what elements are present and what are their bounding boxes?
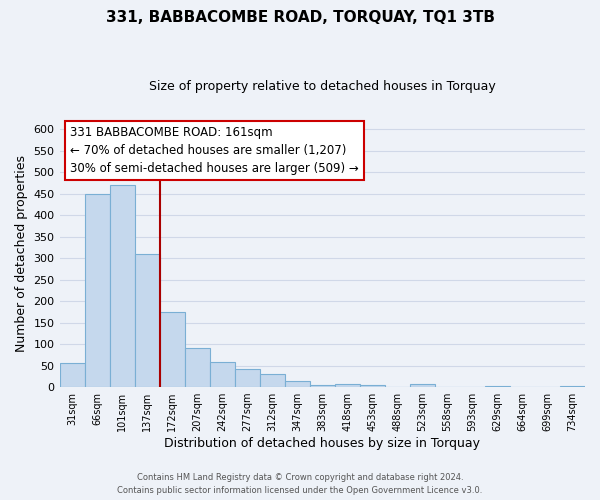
Text: 331, BABBACOMBE ROAD, TORQUAY, TQ1 3TB: 331, BABBACOMBE ROAD, TORQUAY, TQ1 3TB [106,10,494,25]
Bar [335,384,360,387]
Bar [310,384,335,387]
Bar [235,369,260,387]
Bar [260,374,285,387]
Text: 331 BABBACOMBE ROAD: 161sqm
← 70% of detached houses are smaller (1,207)
30% of : 331 BABBACOMBE ROAD: 161sqm ← 70% of det… [70,126,359,175]
Bar [485,386,510,387]
Title: Size of property relative to detached houses in Torquay: Size of property relative to detached ho… [149,80,496,93]
X-axis label: Distribution of detached houses by size in Torquay: Distribution of detached houses by size … [164,437,480,450]
Bar [59,364,85,387]
Bar [85,194,110,387]
Bar [285,380,310,387]
Bar [134,254,160,387]
Bar [110,185,134,387]
Bar [360,385,385,387]
Text: Contains HM Land Registry data © Crown copyright and database right 2024.
Contai: Contains HM Land Registry data © Crown c… [118,474,482,495]
Y-axis label: Number of detached properties: Number of detached properties [15,156,28,352]
Bar [209,362,235,387]
Bar [185,348,209,387]
Bar [160,312,185,387]
Bar [560,386,585,387]
Bar [410,384,435,387]
